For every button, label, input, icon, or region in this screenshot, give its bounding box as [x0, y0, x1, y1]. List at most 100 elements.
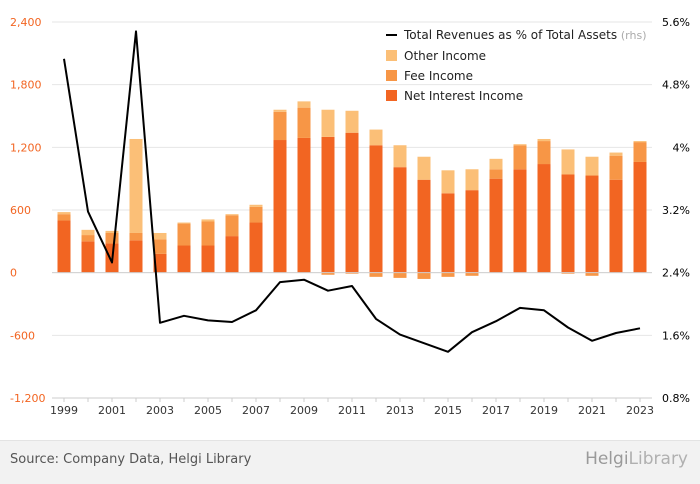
bar-fee-income-2002 — [129, 232, 143, 241]
legend-swatch — [386, 50, 397, 61]
bar-other-income-2021 — [585, 156, 599, 176]
y-tick-label: 1,800 — [10, 79, 42, 92]
bar-fee-income-2021 — [585, 272, 599, 276]
bar-other-income-2016 — [465, 169, 479, 191]
bar-net-interest-income-2019 — [537, 164, 551, 273]
bar-other-income-2019 — [537, 138, 551, 142]
bar-net-interest-income-2003 — [153, 253, 167, 273]
bar-fee-income-2020 — [561, 272, 575, 274]
bar-fee-income-2018 — [513, 145, 527, 170]
y2-tick-label: 0.8% — [662, 392, 690, 405]
bar-fee-income-2009 — [297, 107, 311, 138]
bar-fee-income-2014 — [417, 272, 431, 279]
bar-net-interest-income-2016 — [465, 190, 479, 273]
bar-fee-income-2004 — [177, 223, 191, 246]
right-axis: 0.8% 1.6% 2.4% 3.2% 4% 4.8% 5.6% — [662, 16, 690, 405]
bar-fee-income-2006 — [225, 215, 239, 237]
bar-fee-income-2023 — [633, 142, 647, 162]
legend-swatch — [386, 90, 397, 101]
bar-net-interest-income-1999 — [57, 220, 71, 273]
x-tick-label: 2013 — [386, 404, 414, 417]
bar-fee-income-2013 — [393, 272, 407, 278]
x-tick-label: 2011 — [338, 404, 366, 417]
bar-other-income-2020 — [561, 149, 575, 175]
bar-fee-income-2008 — [273, 111, 287, 141]
y2-tick-label: 5.6% — [662, 16, 690, 29]
bar-other-income-2007 — [249, 204, 263, 207]
x-tick-label: 2019 — [530, 404, 558, 417]
x-axis: 1999 2001 2003 2005 2007 2009 2011 2013 2015 2017… — [50, 397, 654, 417]
bar-other-income-2013 — [393, 145, 407, 168]
bar-other-income-2015 — [441, 170, 455, 194]
bar-other-income-2002 — [129, 138, 143, 233]
bars — [57, 101, 647, 279]
source-note: Source: Company Data, Helgi Library — [10, 452, 252, 467]
bar-net-interest-income-2018 — [513, 169, 527, 273]
y2-tick-label: 4% — [673, 141, 690, 154]
x-tick-label: 2009 — [290, 404, 318, 417]
bar-fee-income-2011 — [345, 272, 359, 274]
bar-fee-income-2010 — [321, 272, 335, 275]
bar-net-interest-income-2002 — [129, 240, 143, 273]
bar-other-income-2000 — [81, 229, 95, 236]
bar-other-income-2010 — [321, 109, 335, 137]
bar-fee-income-2007 — [249, 206, 263, 223]
bar-net-interest-income-2006 — [225, 236, 239, 273]
bar-net-interest-income-2008 — [273, 140, 287, 273]
bar-net-interest-income-2021 — [585, 175, 599, 273]
legend-label-line: Total Revenues as % of Total Assets (rhs… — [403, 28, 647, 42]
bar-other-income-2009 — [297, 101, 311, 108]
x-tick-label: 2001 — [98, 404, 126, 417]
y2-tick-label: 3.2% — [662, 204, 690, 217]
bar-net-interest-income-2023 — [633, 161, 647, 273]
bar-other-income-2018 — [513, 144, 527, 146]
footer: Source: Company Data, Helgi Library Helg… — [0, 440, 700, 484]
bar-other-income-2023 — [633, 141, 647, 143]
brand-logo: HelgiLibrary — [585, 449, 688, 469]
bar-net-interest-income-2007 — [249, 222, 263, 273]
y2-tick-label: 1.6% — [662, 329, 690, 342]
y-tick-label: 1,200 — [10, 141, 42, 154]
bar-net-interest-income-2022 — [609, 179, 623, 273]
bar-net-interest-income-2014 — [417, 179, 431, 273]
x-tick-label: 2005 — [194, 404, 222, 417]
bar-other-income-2012 — [369, 129, 383, 146]
bar-other-income-2017 — [489, 158, 503, 170]
bar-net-interest-income-2017 — [489, 178, 503, 273]
bar-fee-income-2016 — [465, 272, 479, 276]
bar-net-interest-income-2010 — [321, 136, 335, 273]
bar-net-interest-income-2020 — [561, 174, 575, 273]
y-tick-label: -600 — [10, 329, 35, 342]
left-axis: -1,200 -600 0 600 1,200 1,800 2,400 — [10, 16, 45, 405]
legend-label: Other Income — [404, 49, 486, 63]
bar-net-interest-income-2000 — [81, 241, 95, 273]
x-tick-label: 2015 — [434, 404, 462, 417]
bar-net-interest-income-2011 — [345, 132, 359, 273]
y-tick-label: 2,400 — [10, 16, 42, 29]
x-tick-label: 1999 — [50, 404, 78, 417]
y-tick-label: 0 — [10, 267, 17, 280]
x-tick-label: 2007 — [242, 404, 270, 417]
bar-other-income-2014 — [417, 156, 431, 180]
legend-label: Fee Income — [404, 69, 473, 83]
bar-fee-income-2012 — [369, 272, 383, 277]
bar-other-income-2006 — [225, 214, 239, 216]
legend-label: Net Interest Income — [404, 89, 523, 103]
bar-other-income-2011 — [345, 110, 359, 133]
bar-other-income-2004 — [177, 222, 191, 224]
bar-fee-income-1999 — [57, 214, 71, 221]
x-tick-label: 2021 — [578, 404, 606, 417]
bar-other-income-2022 — [609, 152, 623, 156]
bar-other-income-2005 — [201, 219, 215, 222]
revenue-ratio-line — [63, 30, 641, 353]
y-tick-label: 600 — [10, 204, 31, 217]
y2-tick-label: 2.4% — [662, 267, 690, 280]
bar-fee-income-2003 — [153, 239, 167, 254]
x-tick-label: 2003 — [146, 404, 174, 417]
bar-fee-income-2017 — [489, 169, 503, 179]
x-tick-label: 2017 — [482, 404, 510, 417]
bar-fee-income-2001 — [105, 232, 119, 244]
x-tick-label: 2023 — [626, 404, 654, 417]
bar-fee-income-2005 — [201, 221, 215, 246]
bar-fee-income-2019 — [537, 141, 551, 165]
